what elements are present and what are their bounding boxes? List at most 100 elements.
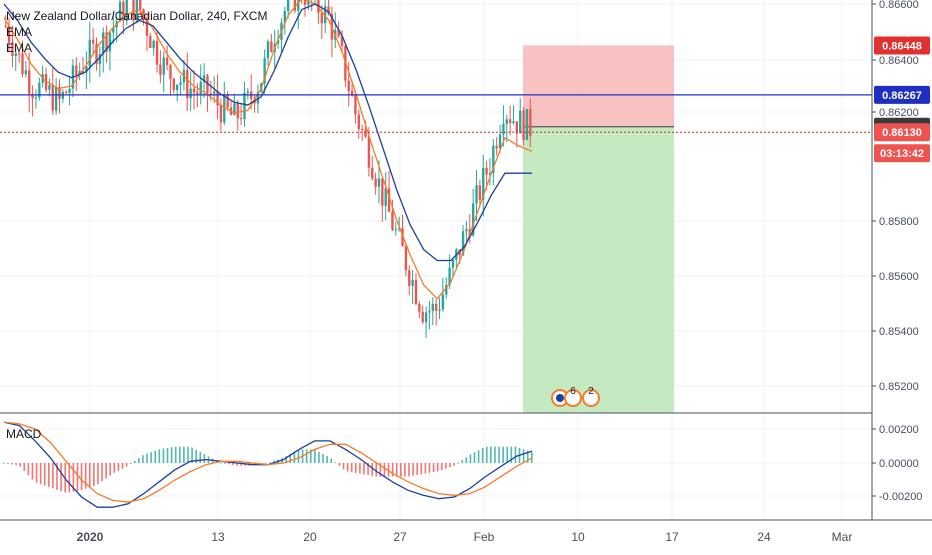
candle-body: [377, 178, 381, 187]
candle-body: [196, 92, 199, 95]
candle-body: [512, 121, 515, 124]
candle-body: [465, 229, 468, 232]
macd-histogram-bar: [113, 463, 116, 473]
macd-histogram-bar: [432, 463, 435, 473]
candle-body: [142, 9, 145, 19]
macd-histogram-bar: [56, 463, 58, 490]
event-marker-count-1: 2: [588, 386, 594, 397]
candle-body: [14, 53, 17, 56]
macd-histogram-bar: [514, 446, 517, 463]
stop-loss-zone: [523, 45, 674, 127]
candle-body: [21, 53, 24, 75]
candle-body: [475, 185, 478, 204]
macd-histogram-bar: [121, 463, 124, 469]
candle-body: [297, 0, 300, 11]
ema-fast-line: [3, 0, 533, 300]
candle-body: [461, 231, 465, 256]
macd-histogram-bar: [367, 463, 369, 476]
candle-body: [85, 66, 88, 73]
candle-body: [31, 93, 34, 99]
position-zones: [523, 45, 674, 414]
macd-histogram-bar: [146, 453, 148, 463]
price-label-stop-bg: [874, 36, 930, 55]
candle-body: [387, 188, 391, 212]
indicator-lines: [0, 0, 872, 300]
macd-histogram-bar: [60, 463, 62, 492]
macd-histogram-bar: [379, 463, 382, 477]
candle-body: [54, 86, 58, 111]
macd-histogram-bar: [318, 451, 320, 463]
macd-histogram-bar: [293, 451, 296, 463]
macd-histogram-bar: [7, 463, 9, 464]
candle-body: [397, 228, 401, 230]
macd-y-tick-label: -0.00200: [879, 491, 922, 503]
macd-y-tick-label: 0.00200: [879, 424, 919, 436]
candle-body: [246, 91, 249, 93]
candle-body: [408, 270, 411, 286]
candle-body: [263, 58, 266, 84]
macd-histogram-bar: [52, 463, 54, 489]
candle-body: [340, 36, 344, 46]
candle-body: [169, 65, 172, 79]
price-label-hline: 0.86267: [882, 90, 922, 102]
macd-histogram-bar: [350, 463, 353, 473]
macd-histogram-bar: [187, 446, 189, 463]
candle-body: [176, 84, 179, 90]
macd-histogram-bar: [420, 463, 423, 475]
macd-histogram-bar: [436, 463, 439, 472]
macd-histogram-bar: [117, 463, 120, 471]
macd-histogram-bar: [273, 460, 275, 463]
candle-body: [502, 123, 505, 135]
macd-histogram-bar: [166, 447, 169, 463]
candle-body: [105, 32, 108, 52]
candle-body: [48, 85, 51, 90]
candle-body: [108, 32, 112, 52]
macd-histogram-bar: [232, 463, 234, 466]
candle-body: [374, 178, 377, 187]
candle-body: [404, 246, 408, 271]
macd-histogram-bar: [15, 463, 17, 466]
candle-body: [414, 279, 418, 304]
event-marker-0[interactable]: [564, 389, 582, 407]
event-marker-1[interactable]: [582, 389, 600, 407]
macd-histogram-bar: [498, 446, 500, 463]
macd-histogram-bar: [314, 449, 316, 463]
macd-histogram-bar: [154, 450, 157, 463]
macd-histogram-bar: [342, 463, 345, 470]
candle-body: [98, 54, 102, 64]
macd-histogram-bar: [457, 462, 459, 464]
macd-histogram-bar: [309, 449, 312, 463]
macd-histogram-bar: [76, 463, 79, 491]
candle-body: [485, 168, 488, 175]
macd-histogram-bar: [19, 463, 21, 467]
macd-histogram-bar: [39, 463, 42, 485]
candle-body: [276, 39, 280, 44]
x-tick-label: 2020: [77, 530, 104, 544]
candle-body: [159, 64, 162, 75]
macd-histogram-bar: [133, 460, 136, 463]
macd-histogram-bar: [179, 446, 181, 463]
macd-histogram-bar: [80, 463, 83, 491]
macd-histogram-bar: [264, 463, 267, 464]
candle-body: [17, 53, 21, 55]
macd-histogram-bar: [469, 454, 472, 463]
candle-body: [145, 18, 149, 37]
candle-body: [149, 36, 152, 48]
price-label-last: 0.86130: [882, 127, 922, 139]
candle-body: [189, 88, 192, 99]
macd-histogram-bar: [162, 448, 165, 463]
candle-body: [360, 128, 364, 130]
candle-body: [58, 86, 61, 99]
candle-body: [206, 75, 209, 94]
candle-body: [337, 29, 340, 37]
y-tick-label: 0.85600: [879, 271, 919, 283]
macd-histogram-bar: [400, 463, 402, 477]
macd-histogram-bar: [240, 463, 242, 466]
macd-histogram-bar: [48, 463, 50, 487]
candle-body: [327, 6, 330, 15]
candle-body: [424, 312, 428, 323]
candle-body: [441, 294, 445, 310]
